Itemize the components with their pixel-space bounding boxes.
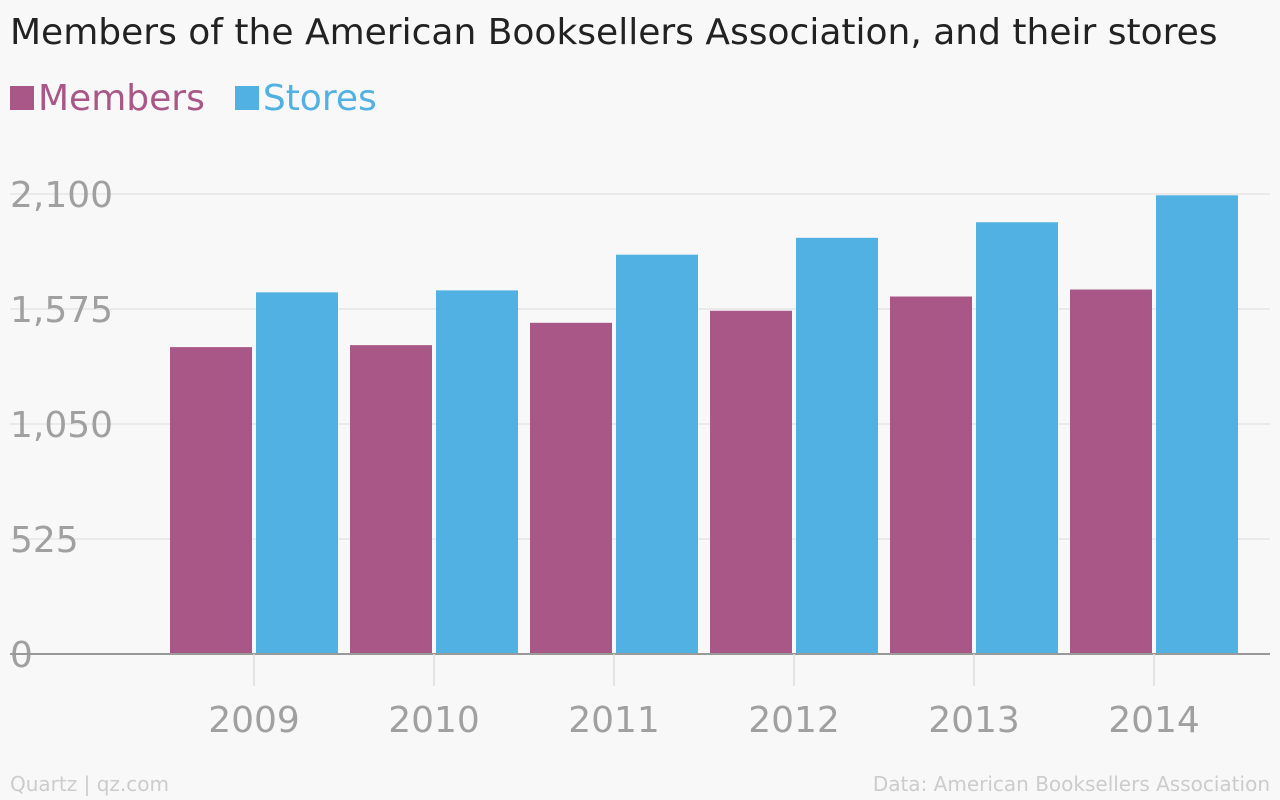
bar-members-2010 [350,345,432,654]
x-tick-label: 2010 [388,700,480,741]
footer-source: Data: American Booksellers Association [872,772,1270,796]
legend: Members Stores [10,76,407,120]
legend-swatch-members [10,86,34,110]
bar-stores-2013 [976,222,1058,654]
x-tick-label: 2009 [208,700,300,741]
y-tick-label: 1,575 [10,290,113,331]
bar-stores-2009 [256,292,338,654]
y-tick-label: 0 [10,635,33,676]
legend-item-members: Members [10,78,205,119]
legend-swatch-stores [234,86,259,110]
legend-label-stores: Stores [262,77,377,119]
x-tick-label: 2014 [1108,700,1200,741]
legend-item-stores: Stores [234,77,377,119]
x-tick-label: 2012 [748,700,840,741]
legend-label-members: Members [38,77,205,119]
bar-stores-2010 [436,290,518,654]
bar-members-2009 [170,347,252,654]
bar-stores-2012 [796,237,878,655]
y-tick-label: 2,100 [10,175,113,216]
bar-members-2012 [710,310,792,654]
bar-stores-2011 [616,254,698,654]
bar-members-2014 [1070,289,1152,654]
y-tick-label: 1,050 [10,405,113,446]
bar-members-2011 [530,322,612,654]
x-tick-label: 2013 [928,700,1020,741]
y-tick-label: 525 [10,520,79,561]
footer-credit: Quartz | qz.com [10,772,169,796]
bar-stores-2014 [1156,195,1238,655]
chart-title: Members of the American Booksellers Asso… [10,12,1218,53]
x-tick-label: 2011 [568,700,660,741]
bar-members-2013 [890,296,972,654]
